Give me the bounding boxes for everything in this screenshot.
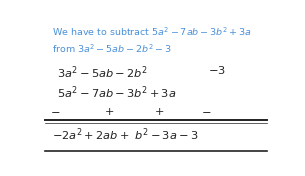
Text: We have to subtract $5a^2 - 7ab - 3b^2 + 3a$: We have to subtract $5a^2 - 7ab - 3b^2 +… xyxy=(52,25,252,38)
Text: $3a^2 - 5ab - 2b^2$: $3a^2 - 5ab - 2b^2$ xyxy=(57,64,148,81)
Text: from $3a^2 - 5ab - 2b^2 - 3$: from $3a^2 - 5ab - 2b^2 - 3$ xyxy=(52,43,172,55)
Text: $-$: $-$ xyxy=(201,106,212,117)
Text: $-2a^2 + 2ab +\ b^2 - 3a - 3$: $-2a^2 + 2ab +\ b^2 - 3a - 3$ xyxy=(52,127,199,143)
Text: $- 3$: $- 3$ xyxy=(208,64,226,77)
Text: $+$: $+$ xyxy=(154,106,164,118)
Text: $+$: $+$ xyxy=(104,106,115,118)
Text: $-$: $-$ xyxy=(50,106,60,117)
Text: $5a^2 - 7ab - 3b^2 + 3a$: $5a^2 - 7ab - 3b^2 + 3a$ xyxy=(57,85,177,101)
